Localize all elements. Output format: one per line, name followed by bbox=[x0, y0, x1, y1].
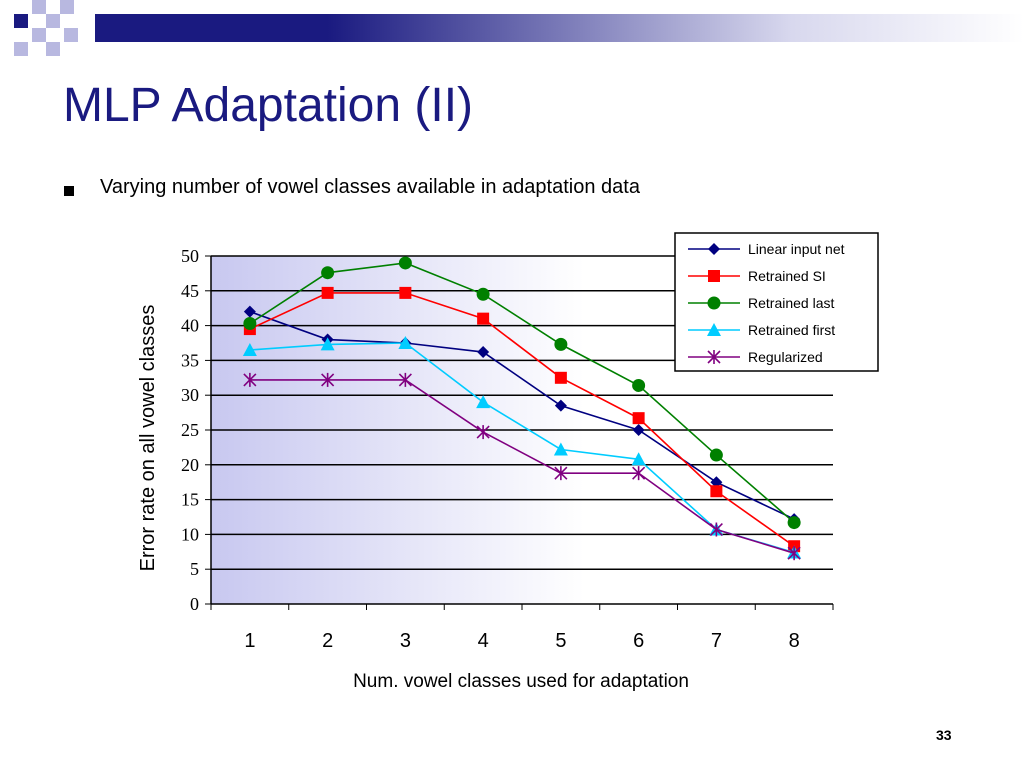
series-line-retrained-si bbox=[249, 292, 795, 547]
legend-marker-linear-input-net bbox=[708, 243, 720, 255]
header-gradient-bar bbox=[95, 14, 1024, 42]
data-point-retrained-si bbox=[477, 312, 490, 325]
y-tick-label: 15 bbox=[181, 490, 199, 510]
data-point-linear-input-net bbox=[243, 305, 256, 318]
data-point-linear-input-net bbox=[710, 476, 723, 489]
legend-label-retrained-last: Retrained last bbox=[748, 295, 834, 311]
data-point-linear-input-net bbox=[477, 346, 490, 359]
y-tick-label: 25 bbox=[181, 420, 199, 440]
x-tick-label: 3 bbox=[400, 630, 411, 652]
y-tick-label: 20 bbox=[181, 455, 199, 475]
data-point-retrained-last bbox=[554, 337, 568, 351]
y-tick-labels: 0 5 10 15 20 25 30 35 40 45 50 bbox=[181, 246, 199, 614]
series-lines bbox=[242, 256, 802, 561]
data-point-retrained-last bbox=[243, 317, 257, 331]
x-tick-label: 2 bbox=[322, 630, 333, 652]
x-tick-label: 5 bbox=[555, 630, 566, 652]
data-point-retrained-si bbox=[632, 412, 645, 425]
data-point-retrained-last bbox=[709, 448, 723, 462]
legend-marker-regularized bbox=[707, 350, 721, 364]
data-point-regularized bbox=[243, 372, 257, 387]
x-tick-label: 6 bbox=[633, 630, 644, 652]
data-point-retrained-first bbox=[476, 395, 491, 409]
bullet-text: Varying number of vowel classes availabl… bbox=[100, 176, 640, 198]
data-point-retrained-si bbox=[554, 371, 567, 384]
data-point-retrained-si bbox=[710, 485, 723, 498]
axes bbox=[205, 255, 834, 610]
data-point-regularized bbox=[709, 522, 723, 537]
series-line-retrained-last bbox=[249, 262, 795, 524]
x-tick-label: 4 bbox=[478, 630, 489, 652]
legend: Linear input net Retrained SI Retrained la… bbox=[674, 232, 879, 372]
y-tick-label: 45 bbox=[181, 281, 199, 301]
data-point-regularized bbox=[787, 546, 801, 561]
corner-square-light-3 bbox=[60, 0, 74, 14]
data-point-linear-input-net bbox=[632, 424, 645, 436]
corner-square-navy-1 bbox=[14, 14, 28, 28]
y-tick-label: 50 bbox=[181, 246, 199, 266]
y-tick-label: 10 bbox=[181, 524, 199, 544]
legend-label-regularized: Regularized bbox=[748, 349, 823, 365]
series-line-linear-input-net bbox=[249, 310, 795, 520]
corner-square-light-5 bbox=[32, 28, 46, 42]
series-line-regularized bbox=[249, 379, 795, 554]
x-tick-label: 1 bbox=[244, 630, 255, 652]
data-point-retrained-last bbox=[632, 378, 646, 392]
data-point-retrained-si bbox=[321, 286, 334, 299]
bullet-square-icon bbox=[64, 186, 74, 196]
data-point-regularized bbox=[321, 372, 335, 387]
y-axis-label: Error rate on all vowel classes bbox=[137, 305, 159, 572]
data-point-regularized bbox=[554, 466, 568, 481]
data-point-linear-input-net bbox=[554, 399, 567, 412]
data-point-regularized bbox=[476, 425, 490, 440]
legend-label-retrained-si: Retrained SI bbox=[748, 268, 826, 284]
data-point-retrained-first bbox=[320, 337, 335, 351]
x-tick-labels: 1 2 3 4 5 6 7 8 bbox=[244, 630, 799, 652]
corner-square-light-6 bbox=[46, 42, 60, 56]
y-tick-label: 0 bbox=[190, 594, 199, 614]
y-tick-label: 40 bbox=[181, 316, 199, 336]
series-line-retrained-first bbox=[249, 342, 795, 554]
data-point-retrained-last bbox=[321, 266, 335, 280]
x-axis-label: Num. vowel classes used for adaptation bbox=[353, 671, 689, 692]
legend-marker-retrained-first bbox=[707, 323, 721, 336]
data-point-retrained-first bbox=[242, 342, 257, 356]
y-tick-label: 5 bbox=[190, 559, 199, 579]
x-tick-label: 7 bbox=[711, 630, 722, 652]
legend-marker-retrained-si bbox=[708, 270, 720, 282]
data-point-retrained-first bbox=[631, 452, 646, 466]
legend-label-linear-input-net: Linear input net bbox=[748, 241, 845, 257]
corner-square-light-7 bbox=[14, 42, 28, 56]
data-point-retrained-last bbox=[787, 516, 801, 530]
data-point-regularized bbox=[632, 466, 646, 481]
legend-marker-retrained-last bbox=[707, 296, 721, 310]
slide-title: MLP Adaptation (II) bbox=[63, 79, 474, 132]
data-point-retrained-si bbox=[399, 286, 412, 299]
x-tick-label: 8 bbox=[789, 630, 800, 652]
y-tick-label: 30 bbox=[181, 385, 199, 405]
data-point-regularized bbox=[398, 372, 412, 387]
page-number: 33 bbox=[936, 727, 952, 743]
data-point-retrained-first bbox=[553, 442, 568, 456]
data-point-retrained-last bbox=[476, 287, 490, 301]
legend-label-retrained-first: Retrained first bbox=[748, 322, 835, 338]
data-point-retrained-last bbox=[398, 256, 412, 270]
data-point-retrained-first bbox=[398, 336, 413, 349]
corner-square-light-1 bbox=[32, 0, 46, 14]
corner-square-light-4 bbox=[64, 28, 78, 42]
y-tick-label: 35 bbox=[181, 350, 199, 370]
gridlines bbox=[211, 255, 833, 570]
corner-square-light-2 bbox=[46, 14, 60, 28]
